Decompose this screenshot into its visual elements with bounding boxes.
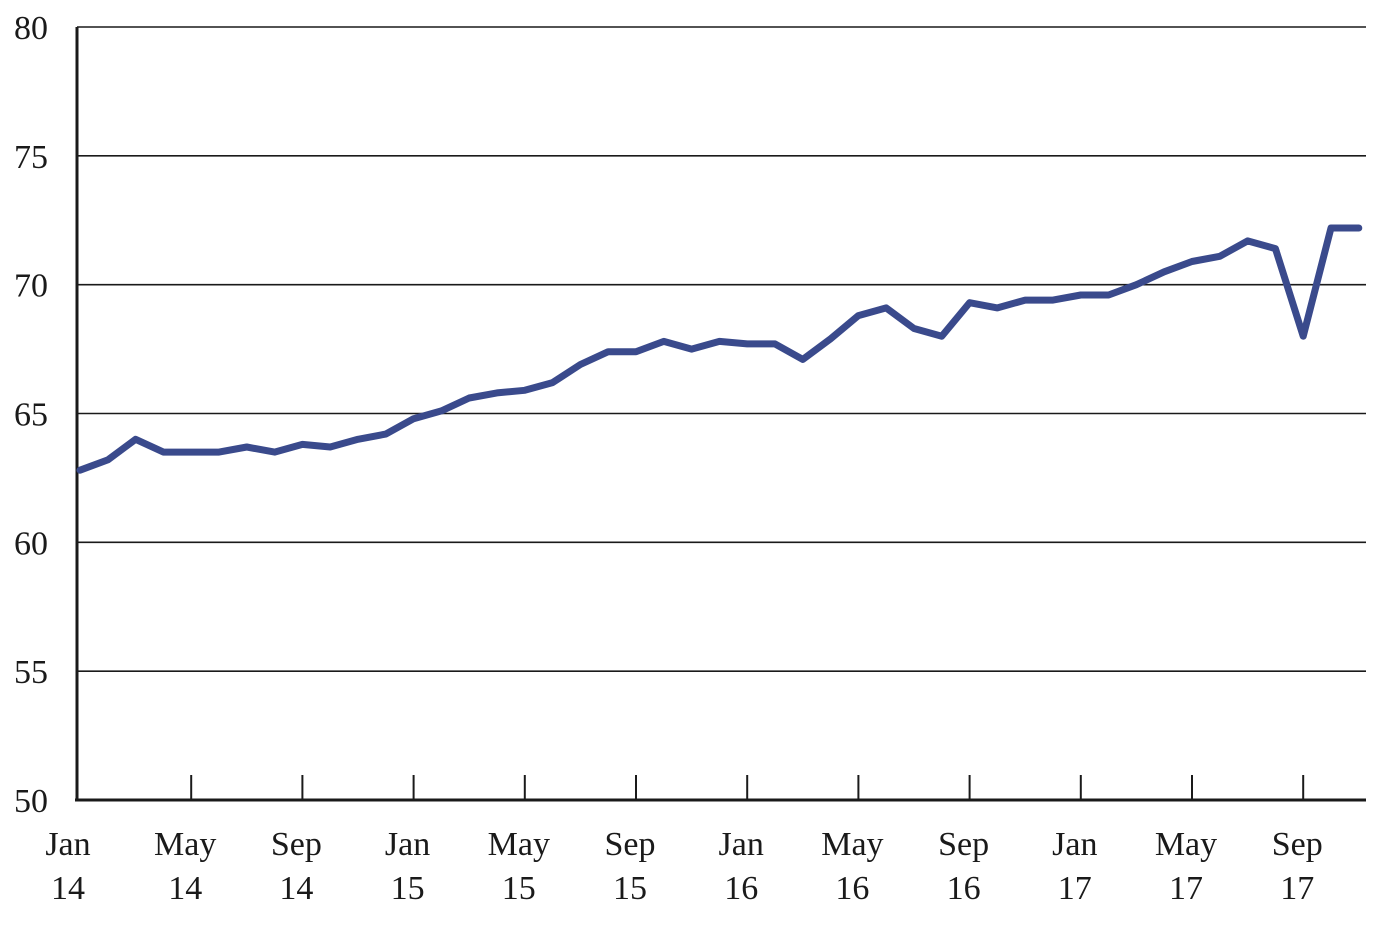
y-tick-label: 50: [14, 783, 48, 820]
x-tick-label-year: 17: [1169, 870, 1203, 907]
x-tick-label-month: May: [1155, 826, 1217, 863]
y-tick-label: 70: [14, 268, 48, 305]
x-tick-label-month: Jan: [719, 826, 764, 863]
gridlines: [77, 26, 1366, 672]
y-tick-label: 80: [14, 10, 48, 47]
x-tick-label-year: 15: [502, 870, 536, 907]
x-tick-label-month: Sep: [271, 826, 322, 863]
x-tick-label-year: 14: [279, 870, 313, 907]
x-tick-label-month: Sep: [1272, 826, 1323, 863]
x-tick-label-year: 17: [1058, 870, 1092, 907]
x-tick-label-year: 14: [168, 870, 202, 907]
x-tick-label-month: Sep: [605, 826, 656, 863]
y-tick-label: 65: [14, 397, 48, 434]
x-tick-label-month: Jan: [385, 826, 430, 863]
y-tick-label: 75: [14, 139, 48, 176]
x-tick-label-year: 15: [391, 870, 425, 907]
x-tick-label-year: 16: [947, 870, 981, 907]
x-tick-label-month: Sep: [938, 826, 989, 863]
x-tick-label-month: Jan: [1052, 826, 1097, 863]
x-tick-label-year: 16: [835, 870, 869, 907]
x-tick-label-year: 14: [51, 870, 85, 907]
x-tick-label-month: May: [154, 826, 216, 863]
y-tick-label: 55: [14, 654, 48, 691]
x-tick-label-year: 16: [724, 870, 758, 907]
y-tick-label: 60: [14, 525, 48, 562]
x-tick-label-year: 17: [1280, 870, 1314, 907]
series-layer: [76, 224, 1363, 474]
x-tick-label-month: May: [488, 826, 550, 863]
x-tick-label-month: May: [821, 826, 883, 863]
x-axis: Jan 14 May 14 Sep 14 Jan 15 May 15 Sep 15 Jan 16 May 16…: [45, 775, 1366, 907]
x-tick-label-month: Jan: [45, 826, 90, 863]
y-axis: 80 75 70 65 60 55 50: [14, 10, 79, 820]
x-tick-label-year: 15: [613, 870, 647, 907]
series-line-0: [76, 224, 1363, 474]
